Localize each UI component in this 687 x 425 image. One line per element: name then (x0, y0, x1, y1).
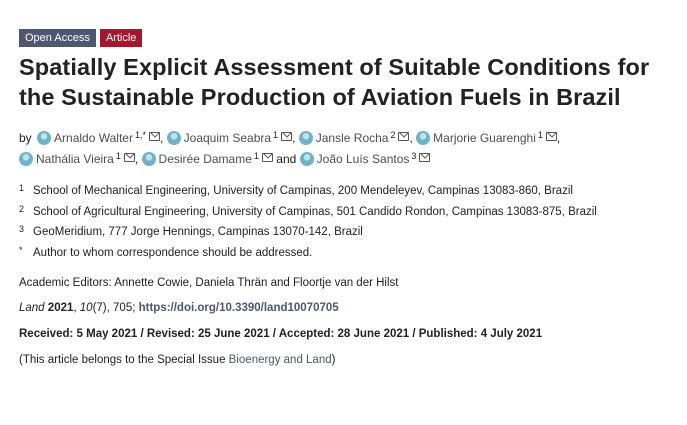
article-type-badge[interactable]: Article (99, 29, 143, 47)
author-item: João Luís Santos 3 (299, 151, 431, 166)
author-profile-icon[interactable] (416, 131, 431, 145)
publication-dates: Received: 5 May 2021 / Revised: 25 June … (19, 328, 543, 340)
affiliation-number: * (19, 244, 23, 255)
affiliation-text: School of Mechanical Engineering, Univer… (33, 185, 573, 197)
author-item: Marjorie Guarenghi 1 (416, 130, 557, 145)
author-item: Jansle Rocha 2 (298, 130, 410, 145)
badge-row: Open Access Article (19, 29, 679, 47)
author-name[interactable]: Nathália Vieira (36, 152, 114, 166)
author-affiliation-sup: 1 (273, 130, 279, 140)
affiliation-number: 3 (19, 224, 25, 234)
author-affiliation-sup: 2 (390, 130, 396, 140)
author-item: Joaquim Seabra 1 (166, 130, 293, 145)
author-profile-icon[interactable] (299, 152, 314, 166)
email-icon[interactable] (148, 132, 160, 141)
citation-volume: 10 (79, 302, 93, 314)
email-icon[interactable] (281, 132, 293, 141)
author-name[interactable]: João Luís Santos (316, 152, 410, 166)
special-issue-note: (This article belongs to the Special Iss… (19, 354, 679, 366)
author-profile-icon[interactable] (298, 131, 313, 145)
affiliation-item: 1 School of Mechanical Engineering, Univ… (19, 181, 679, 202)
author-name[interactable]: Joaquim Seabra (183, 131, 272, 145)
citation-line: Land 2021, 10(7), 705; https://doi.org/1… (19, 302, 339, 314)
doi-link[interactable]: https://doi.org/10.3390/land10070705 (138, 302, 339, 314)
journal-name: Land (19, 302, 45, 314)
email-icon[interactable] (261, 153, 273, 162)
author-name[interactable]: Marjorie Guarenghi (433, 131, 536, 145)
and-label: and (276, 152, 297, 166)
affiliation-text: School of Agricultural Engineering, Univ… (33, 205, 597, 218)
author-affiliation-sup: 1,* (134, 130, 146, 140)
affiliation-list: 1 School of Mechanical Engineering, Univ… (19, 181, 679, 263)
affiliation-number: 2 (19, 203, 25, 214)
email-icon[interactable] (545, 132, 557, 141)
author-item: Nathália Vieira 1 (19, 151, 135, 166)
affiliation-item: 3 GeoMeridium, 777 Jorge Hennings, Campi… (19, 222, 679, 243)
email-icon[interactable] (419, 153, 431, 162)
affiliation-number: 1 (19, 183, 25, 193)
author-affiliation-sup: 1 (115, 151, 121, 161)
author-list: by Arnaldo Walter 1,*, Joaquim Seabra 1, J… (19, 130, 561, 166)
special-issue-suffix: ) (331, 354, 336, 366)
author-affiliation-sup: 3 (411, 151, 417, 161)
author-profile-icon[interactable] (166, 131, 181, 145)
author-name[interactable]: Arnaldo Walter (54, 131, 133, 145)
author-affiliation-sup: 1 (537, 130, 543, 140)
affiliation-text: Author to whom correspondence should be … (33, 246, 313, 259)
author-name[interactable]: Jansle Rocha (315, 131, 389, 145)
academic-editors: Academic Editors: Annette Cowie, Daniela… (19, 277, 399, 289)
affiliation-item: 2 School of Agricultural Engineering, Un… (19, 202, 679, 223)
citation-year: 2021 (47, 302, 74, 314)
citation-issue-pages: (7), 705; (92, 302, 136, 314)
author-profile-icon[interactable] (19, 152, 33, 166)
article-title: Spatially Explicit Assessment of Suitabl… (19, 54, 650, 110)
by-label: by (19, 131, 32, 145)
special-issue-link[interactable]: Bioenergy and Land (228, 354, 332, 366)
author-profile-icon[interactable] (141, 152, 156, 166)
author-item: Arnaldo Walter 1,* (37, 130, 160, 145)
special-issue-prefix: (This article belongs to the Special Iss… (19, 354, 229, 366)
email-icon[interactable] (123, 153, 135, 162)
open-access-badge[interactable]: Open Access (19, 29, 96, 47)
author-profile-icon[interactable] (37, 131, 52, 145)
author-name[interactable]: Desirée Damame (158, 152, 252, 166)
affiliation-text: GeoMeridium, 777 Jorge Hennings, Campina… (33, 226, 363, 238)
email-icon[interactable] (398, 132, 410, 141)
author-affiliation-sup: 1 (253, 151, 259, 161)
article-header: Open Access Article Spatially Explicit A… (19, 29, 679, 366)
author-item: Desirée Damame 1 (141, 151, 273, 166)
affiliation-item: * Author to whom correspondence should b… (19, 243, 679, 264)
